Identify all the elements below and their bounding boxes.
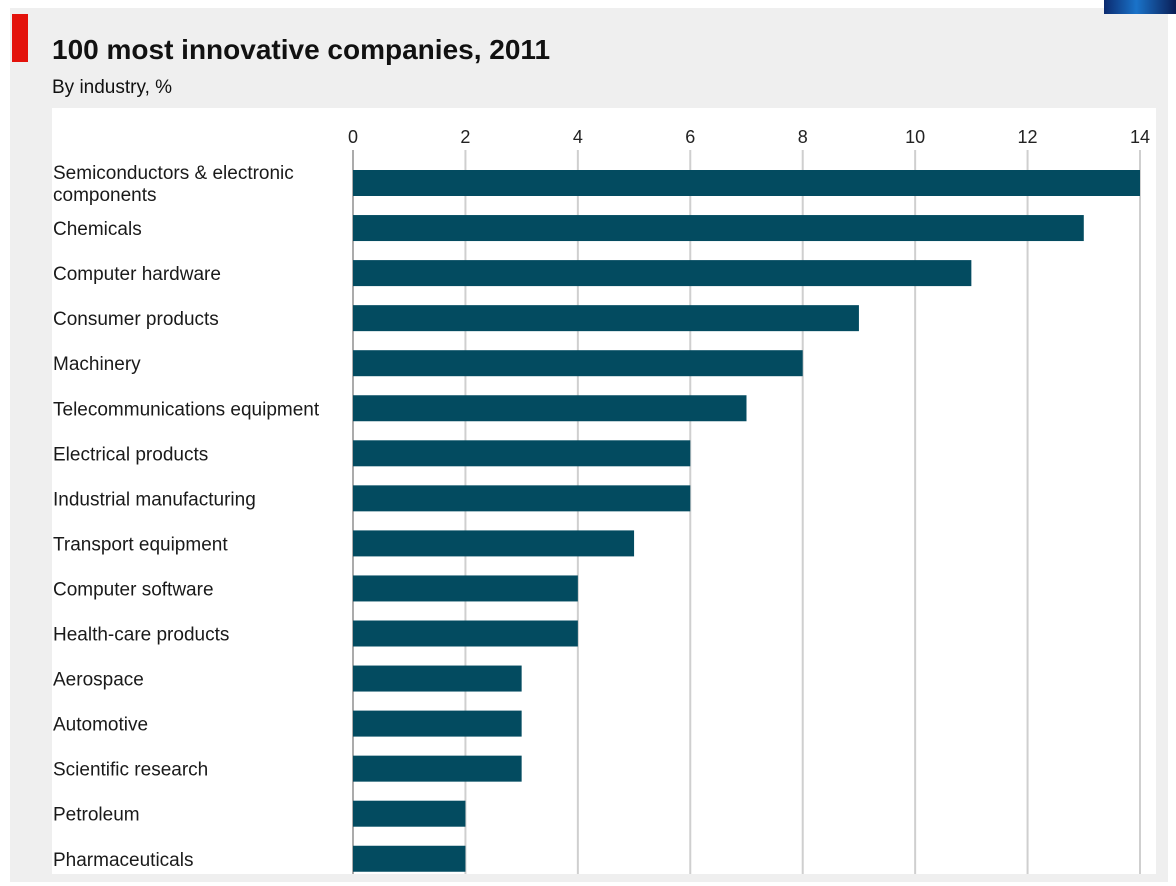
bar	[353, 485, 691, 512]
bar	[353, 170, 1140, 196]
x-tick-label: 6	[685, 127, 695, 147]
bar	[353, 575, 578, 602]
x-tick-label: 2	[460, 127, 470, 147]
category-label: Telecommunications equipment	[53, 399, 320, 420]
chart-subtitle: By industry, %	[52, 77, 173, 98]
category-label-line: components	[53, 185, 157, 206]
x-tick-label: 0	[348, 127, 358, 147]
bar	[353, 215, 1084, 242]
category-label: Transport equipment	[53, 534, 228, 555]
category-label: Industrial manufacturing	[53, 489, 256, 510]
bar	[353, 530, 635, 557]
category-label: Aerospace	[53, 670, 144, 691]
category-label-line: Semiconductors & electronic	[53, 163, 294, 184]
category-label: Chemicals	[53, 219, 142, 240]
bar	[353, 845, 466, 872]
chart-title: 100 most innovative companies, 2011	[52, 34, 551, 65]
bar	[353, 395, 747, 422]
x-tick-label: 12	[1018, 127, 1038, 147]
category-label: Consumer products	[53, 309, 219, 330]
x-tick-label: 14	[1130, 127, 1150, 147]
bar	[353, 260, 972, 287]
category-label: Semiconductors & electronic components	[53, 163, 294, 206]
bar	[353, 350, 803, 377]
category-label: Computer software	[53, 579, 214, 600]
corner-logo-fragment	[1104, 0, 1176, 14]
category-label: Electrical products	[53, 444, 208, 465]
bar	[353, 620, 578, 647]
category-label: Health-care products	[53, 625, 229, 646]
category-label: Automotive	[53, 715, 148, 736]
bar	[353, 800, 466, 827]
bar	[353, 755, 522, 782]
x-tick-label: 10	[905, 127, 925, 147]
x-tick-label: 8	[798, 127, 808, 147]
bar	[353, 710, 522, 737]
category-label: Machinery	[53, 354, 141, 375]
bar	[353, 440, 691, 467]
category-label: Petroleum	[53, 805, 140, 826]
x-tick-label: 4	[573, 127, 583, 147]
brand-red-tab	[12, 14, 28, 62]
bar	[353, 665, 522, 692]
category-label: Computer hardware	[53, 264, 221, 285]
category-label: Scientific research	[53, 760, 208, 781]
category-label: Pharmaceuticals	[53, 850, 193, 871]
bar	[353, 305, 859, 332]
